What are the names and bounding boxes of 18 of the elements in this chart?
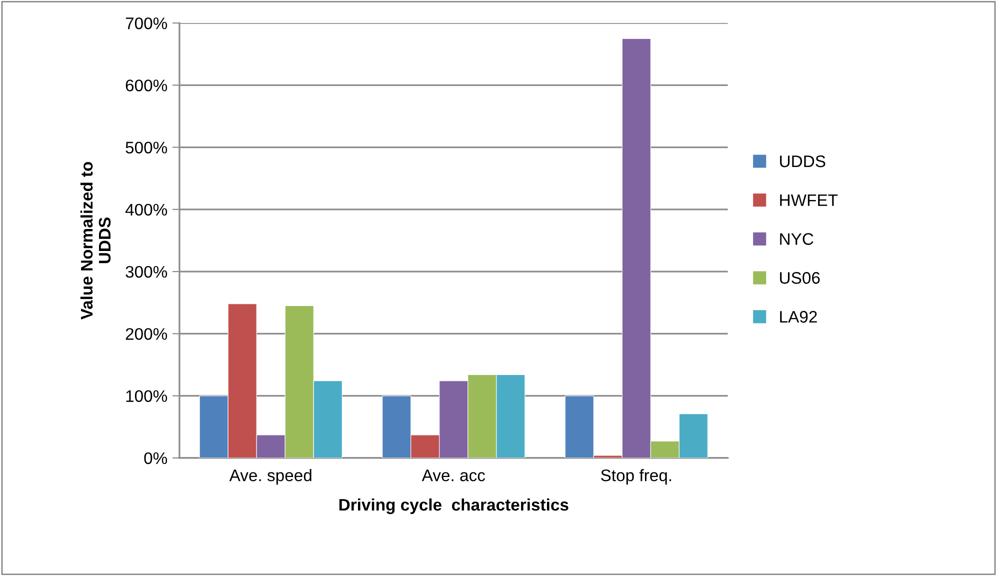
legend-label: HWFET: [780, 194, 838, 206]
legend-label: NYC: [780, 233, 814, 245]
y-tick-label: 300%: [126, 266, 168, 278]
x-tick-label: Stop freq.: [601, 469, 672, 485]
legend-label: UDDS: [780, 155, 826, 168]
x-tick-label: Ave. acc: [422, 470, 486, 482]
y-tick-label: 600%: [126, 80, 168, 92]
y-tick-label: 500%: [126, 142, 168, 154]
y-tick-label: 400%: [125, 204, 168, 216]
y-tick-label: 100%: [126, 390, 168, 402]
y-axis-title: Value Normalized to UDDS: [80, 162, 111, 320]
y-tick-label: 200%: [126, 328, 168, 340]
x-axis-title: Driving cycle characteristics: [339, 498, 568, 514]
y-tick-label: 0%: [144, 452, 168, 464]
y-tick-label: 700%: [126, 17, 168, 30]
legend-label: LA92: [780, 310, 817, 323]
x-tick-label: Ave. speed: [229, 469, 312, 485]
legend-label: US06: [780, 272, 820, 284]
